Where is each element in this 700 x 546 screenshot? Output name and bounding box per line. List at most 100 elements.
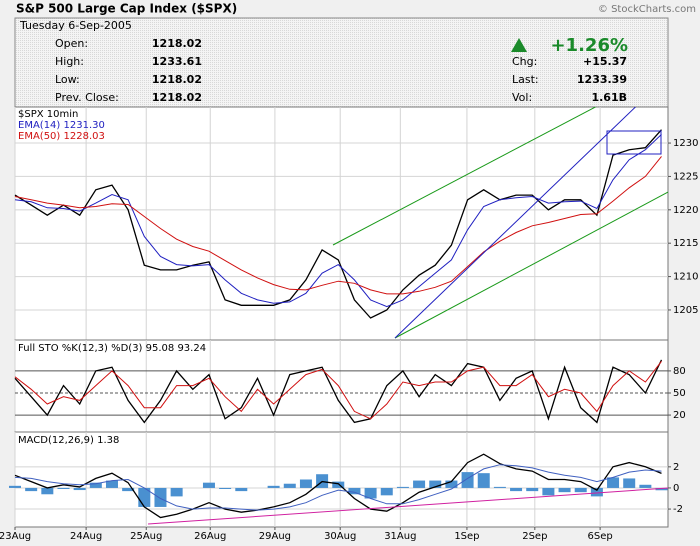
change-pct: +1.26% (550, 35, 628, 56)
histogram-bar (41, 487, 54, 495)
stat-label: Last: (512, 73, 539, 86)
legend-entry: EMA(14) 1231.30 (18, 120, 105, 131)
x-tick-label: 23Aug (0, 531, 31, 542)
quote-value: 1218.02 (152, 73, 202, 86)
series-line (14, 129, 662, 319)
y-tick-label: 1205 (673, 305, 698, 316)
histogram-bar (445, 480, 458, 488)
stat-value: 1.61B (591, 91, 627, 104)
y-tick-label: 2 (673, 462, 679, 473)
histogram-bar (493, 486, 506, 488)
y-tick-label: 80 (673, 366, 686, 377)
histogram-bar (283, 483, 296, 488)
histogram-bar (558, 487, 571, 493)
x-tick-label: 31Aug (384, 531, 416, 542)
y-tick-label: 1215 (673, 238, 698, 249)
histogram-bar (510, 487, 523, 492)
x-tick-label: 1Sep (454, 531, 479, 542)
histogram-bar (57, 487, 70, 489)
histogram-bar (267, 485, 280, 488)
x-tick-label: 29Aug (259, 531, 291, 542)
up-arrow (511, 38, 527, 52)
panel: 1205 1210 1215 1220 1225 1230 $SPX 10minEMA(14… (14, 106, 698, 341)
macd-trend-line (147, 487, 668, 525)
y-tick-label: 50 (673, 388, 686, 399)
histogram-bar (623, 478, 636, 488)
quote-label: Open: (55, 37, 88, 50)
stat-value: +15.37 (583, 55, 627, 68)
histogram-bar (574, 487, 587, 493)
quote-panel (14, 17, 669, 108)
panels: 1205 1210 1215 1220 1225 1230 $SPX 10minEMA(14… (0, 106, 698, 542)
x-tick-label: 26Aug (194, 531, 226, 542)
quote-date: Tuesday 6-Sep-2005 (19, 19, 132, 32)
y-tick-label: 1220 (673, 205, 698, 216)
panel-title: Full STO %K(12,3) %D(3) 95.08 93.24 (18, 343, 206, 354)
consolidation-box (606, 130, 662, 155)
quote-value: 1233.61 (152, 55, 202, 68)
x-tick-label: 30Aug (324, 531, 356, 542)
y-tick-label: -2 (673, 504, 683, 515)
quote-label: Prev. Close: (55, 91, 119, 104)
histogram-bar (332, 481, 345, 488)
credit: © StockCharts.com (598, 4, 696, 15)
stat-label: Vol: (512, 91, 532, 104)
series-line (14, 156, 662, 295)
trend-line (394, 107, 637, 339)
histogram-bar (170, 487, 183, 497)
channel-upper (332, 107, 597, 246)
x-tick-label: 25Aug (130, 531, 162, 542)
histogram-bar (380, 487, 393, 496)
stat-label: Chg: (512, 55, 537, 68)
series-line (14, 134, 662, 308)
histogram-bar (348, 487, 361, 495)
quote-value: 1218.02 (152, 91, 202, 104)
stat-value: 1233.39 (577, 73, 627, 86)
histogram-bar (25, 487, 38, 492)
histogram-bar (639, 484, 652, 488)
histogram-bar (413, 480, 426, 488)
x-tick-label: 6Sep (588, 531, 613, 542)
page-title: S&P 500 Large Cap Index ($SPX) (16, 2, 237, 16)
histogram-bar (154, 487, 167, 507)
histogram-bar (429, 480, 442, 488)
y-tick-label: 0 (673, 483, 679, 494)
histogram-bar (235, 487, 248, 492)
histogram-bar (219, 487, 232, 489)
histogram-bar (89, 482, 102, 488)
trendlines (147, 107, 668, 525)
y-tick-label: 1230 (673, 138, 698, 149)
series-line (14, 359, 663, 424)
histogram-bar (655, 487, 668, 491)
x-tick-label: 24Aug (70, 531, 102, 542)
histogram-bar (202, 482, 215, 488)
series-line (14, 360, 662, 420)
quote-label: High: (55, 55, 84, 68)
histogram-bar (105, 480, 118, 488)
plot-area (14, 106, 669, 341)
y-tick-label: 1210 (673, 272, 698, 283)
histogram-bar (607, 477, 620, 488)
panel: 20 50 80 Full STO %K(12,3) %D(3) 95.08 93.2… (14, 339, 686, 433)
histogram-bar (542, 487, 555, 496)
panel-title: MACD(12,26,9) 1.38 (18, 435, 119, 446)
histogram-bar (396, 486, 409, 488)
channel-lower (394, 191, 668, 339)
histogram-bar (299, 479, 312, 488)
plot-area (14, 431, 669, 528)
histogram-bar (122, 487, 135, 492)
y-tick-label: 20 (673, 410, 686, 421)
histogram-bar (73, 487, 86, 491)
histogram-bar (590, 487, 603, 497)
series-line (14, 464, 662, 511)
x-tick-label: 2Sep (522, 531, 547, 542)
quote-label: Low: (55, 73, 80, 86)
histogram-bar (477, 473, 490, 488)
histogram-bar (461, 472, 474, 488)
legend-entry: EMA(50) 1228.03 (18, 131, 105, 142)
histogram-bar (364, 487, 377, 499)
quote-value: 1218.02 (152, 37, 202, 50)
y-tick-label: 1225 (673, 171, 698, 182)
legend-entry: $SPX 10min (18, 109, 78, 120)
